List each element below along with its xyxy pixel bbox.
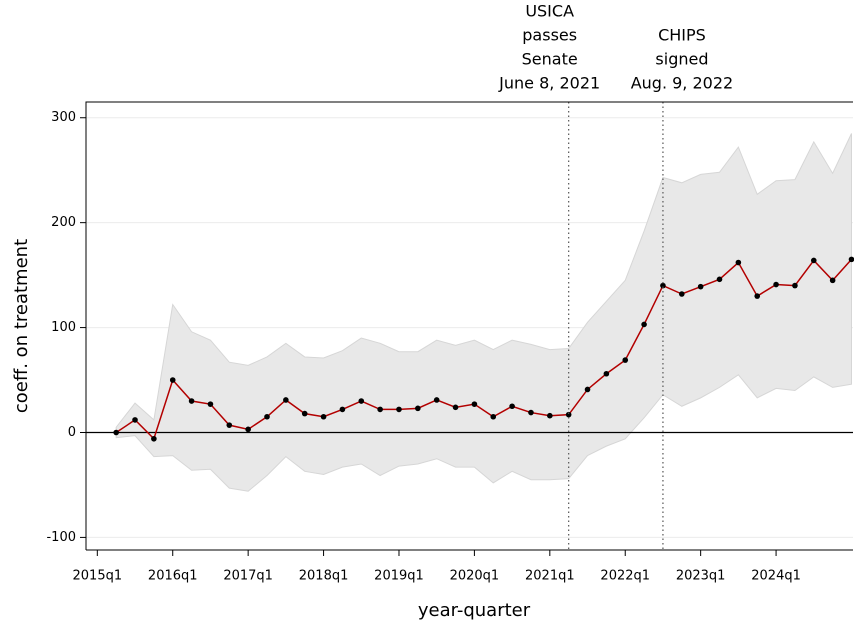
x-tick-label: 2024q1 (751, 569, 801, 584)
data-point (848, 256, 854, 263)
y-tick-label: 300 (51, 110, 76, 125)
annotation-text: Senate (522, 50, 578, 69)
data-point (113, 429, 119, 436)
data-point (188, 398, 195, 404)
data-point (132, 417, 138, 423)
x-tick-label: 2023q1 (676, 569, 726, 584)
data-point (396, 406, 402, 413)
data-point (490, 413, 497, 420)
data-point (528, 409, 534, 416)
x-tick-label: 2018q1 (299, 569, 349, 584)
x-tick-label: 2019q1 (374, 569, 424, 584)
data-point (301, 410, 308, 417)
x-tick-label: 2015q1 (73, 569, 123, 584)
data-point (547, 412, 553, 419)
data-point (471, 401, 478, 407)
data-point (660, 282, 666, 289)
confidence-band (115, 133, 852, 492)
data-point (622, 357, 629, 363)
data-point (735, 259, 742, 266)
x-tick-label: 2021q1 (525, 569, 575, 584)
annotation-text: signed (655, 50, 708, 69)
data-point (773, 281, 779, 288)
annotation-text: June 8, 2021 (498, 74, 600, 93)
annotation-text: CHIPS (658, 26, 706, 45)
data-point (679, 291, 685, 297)
data-point (169, 377, 176, 383)
annotation-text: USICA (525, 2, 574, 21)
data-point (641, 321, 647, 328)
y-tick-label: 200 (51, 215, 76, 230)
data-point (151, 435, 157, 442)
data-point (754, 293, 761, 299)
data-point (226, 422, 233, 428)
data-point (792, 282, 798, 289)
plot-frame (85, 101, 853, 550)
data-point (697, 283, 704, 290)
data-point (509, 403, 515, 410)
x-tick-label: 2022q1 (600, 569, 650, 584)
x-tick-label: 2020q1 (450, 569, 500, 584)
data-point (264, 413, 270, 420)
data-point (433, 397, 440, 403)
data-point (810, 257, 817, 264)
data-point (358, 398, 365, 404)
data-point (245, 426, 251, 433)
data-point (829, 277, 836, 284)
data-point (320, 413, 327, 420)
annotation-text: Aug. 9, 2022 (631, 74, 733, 93)
data-point (716, 276, 723, 283)
data-point (339, 406, 346, 413)
x-tick-label: 2016q1 (148, 569, 198, 584)
y-tick-label: 0 (68, 425, 76, 440)
y-axis-label: coeff. on treatment (11, 239, 32, 413)
data-point (452, 404, 459, 411)
data-point (283, 397, 289, 403)
x-tick-label: 2017q1 (223, 569, 273, 584)
data-point (584, 386, 591, 393)
data-point (603, 370, 610, 377)
data-point (377, 406, 383, 413)
annotation-text: passes (522, 26, 577, 45)
y-tick-label: -100 (46, 530, 76, 545)
data-point (415, 405, 421, 412)
y-tick-label: 100 (51, 320, 76, 335)
data-point (565, 411, 572, 418)
data-point (207, 401, 214, 407)
x-axis-label: year-quarter (418, 600, 531, 621)
series-line (115, 258, 853, 441)
